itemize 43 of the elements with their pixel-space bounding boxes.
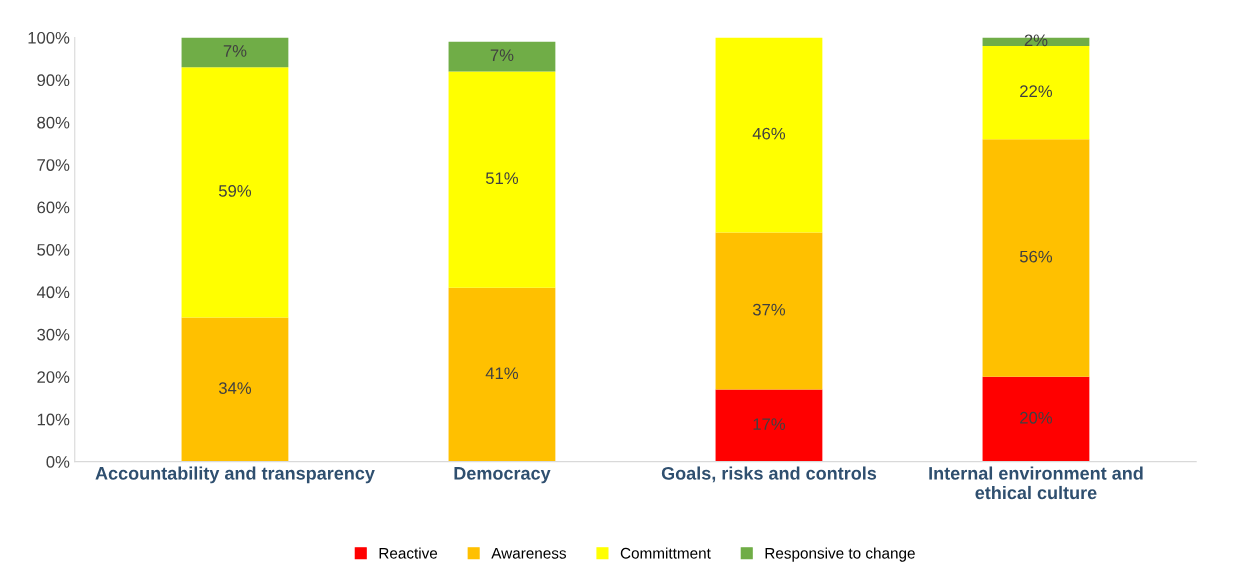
legend-label: Reactive xyxy=(379,547,438,559)
y-tick-label: 20% xyxy=(37,371,70,383)
legend-label: Committment xyxy=(620,547,711,559)
data-label: 7% xyxy=(223,45,247,57)
bar xyxy=(982,139,1090,377)
data-label: 56% xyxy=(1019,250,1053,263)
data-label: 41% xyxy=(485,367,519,380)
data-label: 46% xyxy=(752,127,786,140)
y-tick-label: 100% xyxy=(28,31,70,44)
bar xyxy=(181,37,289,68)
data-label: 22% xyxy=(1020,85,1053,98)
data-label: 20% xyxy=(1020,411,1053,424)
bar xyxy=(715,232,823,390)
y-tick-label: 80% xyxy=(37,116,70,129)
x-tick-label: Internal environment and ethical culture xyxy=(929,466,1143,500)
bar xyxy=(715,37,823,233)
bar xyxy=(982,376,1090,462)
bar xyxy=(181,317,289,462)
bar xyxy=(181,67,289,318)
x-tick-label: Goals, risks and controls xyxy=(661,466,877,483)
data-label: 59% xyxy=(218,184,252,197)
y-tick-label: 40% xyxy=(36,286,70,299)
y-tick-label: 0% xyxy=(46,456,70,468)
data-label: 17% xyxy=(753,418,786,430)
y-tick-label: 50% xyxy=(37,243,70,256)
data-label: 7% xyxy=(490,49,514,61)
bar xyxy=(448,287,556,462)
bar xyxy=(448,41,556,72)
bar xyxy=(715,389,823,462)
data-label: 37% xyxy=(752,303,786,316)
y-tick-label: 90% xyxy=(37,74,70,87)
legend-label: Awareness xyxy=(491,548,567,559)
y-tick-label: 30% xyxy=(37,328,70,341)
y-tick-label: 60% xyxy=(37,201,70,214)
y-tick-label: 70% xyxy=(37,159,70,171)
x-tick-label: Democracy xyxy=(454,467,551,484)
y-tick-label: 10% xyxy=(37,413,70,426)
data-label: 51% xyxy=(485,172,519,185)
bar xyxy=(982,45,1090,140)
bar xyxy=(448,71,556,288)
x-tick-label: Accountability and transparency xyxy=(95,466,375,484)
legend-label: Responsive to change xyxy=(765,547,915,562)
data-label: 34% xyxy=(218,382,252,394)
